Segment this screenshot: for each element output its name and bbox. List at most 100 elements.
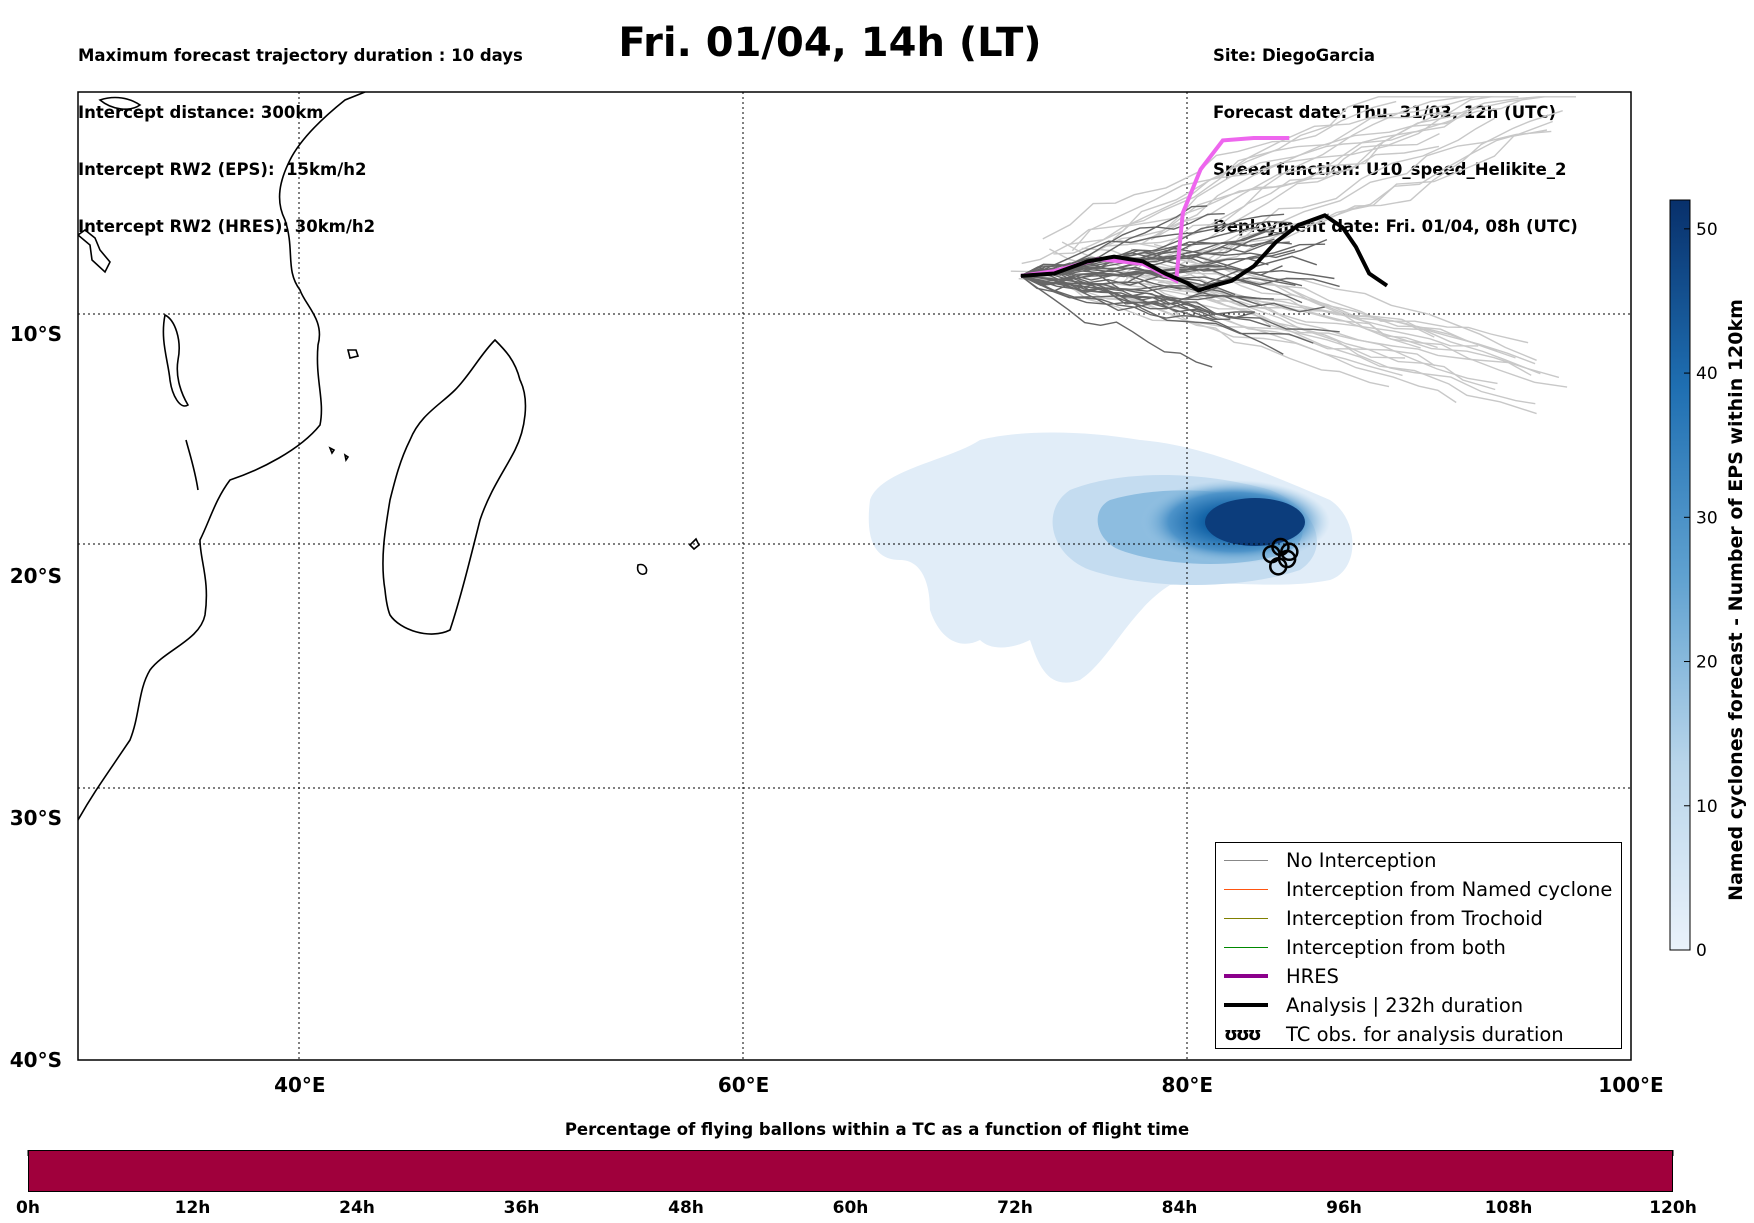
bottom-bar-title: Percentage of flying ballons within a TC… [564, 1120, 1190, 1139]
legend-swatch [1224, 974, 1268, 978]
bottom-bar-label: 0h [16, 1198, 40, 1218]
lat-axis-labels: 10°S 20°S 30°S 40°S [10, 322, 62, 1072]
lat-tick-label: 40°S [10, 1048, 62, 1072]
info-rw2-eps: Intercept RW2 (EPS): 15km/h2 [78, 160, 367, 179]
coastlines [78, 92, 701, 821]
africa-coast [78, 92, 366, 821]
ensemble-track [1087, 265, 1498, 385]
colorbar-tick-label: 10 [1696, 797, 1718, 817]
info-deployment-date: Deployment date: Fri. 01/04, 08h (UTC) [1213, 217, 1578, 236]
lake-malawi [185, 439, 199, 491]
legend-item-trochoid: Interception from Trochoid [1224, 904, 1543, 932]
bottom-bar-label: 108h [1484, 1198, 1533, 1218]
bottom-bar-label: 48h [668, 1198, 704, 1218]
legend-swatch [1224, 1003, 1268, 1007]
ensemble-track [1020, 213, 1285, 277]
ensemble-track [1020, 275, 1325, 313]
info-duration: Maximum forecast trajectory duration : 1… [78, 46, 523, 65]
colorbar-tick-label: 20 [1696, 653, 1718, 673]
legend-item-tc-obs: ʊʊʊ TC obs. for analysis duration [1224, 1020, 1564, 1048]
ensemble-track [1176, 120, 1553, 269]
bottom-bar-label: 72h [997, 1198, 1033, 1218]
arabia-horn [78, 228, 111, 274]
seychelles-1 [346, 349, 360, 359]
tc-density-field [868, 432, 1353, 683]
ensemble-track [1112, 96, 1492, 241]
colorbar-tick-label: 50 [1696, 220, 1718, 240]
legend-label: HRES [1286, 964, 1339, 988]
bottom-bar-label: 12h [174, 1198, 211, 1218]
legend-label: Analysis | 232h duration [1286, 993, 1524, 1017]
ensemble-track [1173, 110, 1563, 268]
lake-victoria [162, 313, 190, 407]
map-frame [77, 91, 1632, 1061]
legend-label: Interception from both [1286, 935, 1506, 959]
colorbar-title: Named cyclones forecast - Number of EPS … [1725, 299, 1747, 901]
ensemble-track [1020, 275, 1271, 328]
ensemble-track [1123, 96, 1519, 246]
lon-tick-label: 100°E [1598, 1073, 1663, 1097]
ensemble-track [1069, 111, 1444, 245]
ensemble-track [1042, 100, 1397, 240]
colorbar-ticks: 0 10 20 30 40 50 [1684, 220, 1718, 961]
legend: No Interception Interception from Named … [1215, 842, 1622, 1049]
legend-circles-icon: ʊʊʊ [1224, 1023, 1262, 1045]
bottom-percentage-bar [28, 1150, 1673, 1192]
ensemble-track [1020, 275, 1340, 333]
bottom-bar-label: 84h [1161, 1198, 1198, 1218]
ensemble-track [1157, 266, 1536, 365]
colorbar-tick-label: 40 [1696, 364, 1718, 384]
ensemble-track [1135, 96, 1492, 262]
legend-label: Interception from Named cyclone [1286, 877, 1613, 901]
info-distance: Intercept distance: 300km [78, 103, 324, 122]
bottom-bar-label: 36h [503, 1198, 540, 1218]
legend-item-both: Interception from both [1224, 933, 1506, 961]
ensemble-track [1136, 272, 1537, 415]
ensemble-track [1150, 96, 1576, 241]
ensemble-track [1061, 241, 1421, 349]
bottom-bar-label: 96h [1326, 1198, 1362, 1218]
lon-tick-label: 60°E [718, 1073, 770, 1097]
colorbar [1669, 199, 1691, 951]
info-left: Maximum forecast trajectory duration : 1… [78, 8, 523, 255]
tc-obs-circle [1280, 542, 1299, 562]
legend-swatch [1224, 917, 1268, 919]
socotra [98, 96, 142, 110]
legend-item-named-cyclone: Interception from Named cyclone [1224, 875, 1612, 903]
bottom-bar-label: 60h [832, 1198, 869, 1218]
colorbar-tick-label: 30 [1696, 508, 1718, 528]
tc-obs-markers [1262, 537, 1299, 576]
ensemble-track [1018, 278, 1403, 377]
comoros [328, 446, 350, 463]
legend-label: No Interception [1286, 848, 1437, 872]
ensemble-track [1029, 273, 1390, 388]
analysis-track [1020, 213, 1389, 293]
lat-tick-label: 20°S [10, 564, 62, 588]
legend-swatch [1224, 946, 1268, 948]
ensemble-track [1053, 145, 1440, 255]
lat-tick-label: 30°S [10, 806, 62, 830]
ensemble-track [1020, 241, 1290, 277]
mauritius [636, 563, 648, 575]
legend-item-hres: HRES [1224, 962, 1339, 990]
info-rw2-hres: Intercept RW2 (HRES): 30km/h2 [78, 217, 376, 236]
tc-obs-circle [1268, 557, 1288, 576]
bottom-bar-label: 24h [339, 1198, 375, 1218]
ensemble-track [1020, 275, 1284, 355]
ensemble-track [1020, 275, 1213, 368]
ensemble-track [1020, 275, 1215, 319]
legend-label: Interception from Trochoid [1286, 906, 1543, 930]
bottom-bar-label: 120h [1649, 1198, 1697, 1218]
lon-tick-label: 80°E [1162, 1073, 1214, 1097]
ensemble-tracks-dark [1020, 205, 1340, 368]
colorbar-tick-label: 0 [1696, 941, 1707, 961]
info-site: Site: DiegoGarcia [1213, 46, 1376, 65]
legend-swatch [1224, 859, 1268, 861]
ensemble-track [1057, 112, 1462, 271]
page-title: Fri. 01/04, 14h (LT) [618, 20, 1042, 66]
ensemble-track [1171, 129, 1548, 280]
lon-axis-labels: 40°E 60°E 80°E 100°E [274, 1073, 1664, 1097]
madagascar [382, 338, 527, 635]
legend-item-analysis: Analysis | 232h duration [1224, 991, 1523, 1019]
